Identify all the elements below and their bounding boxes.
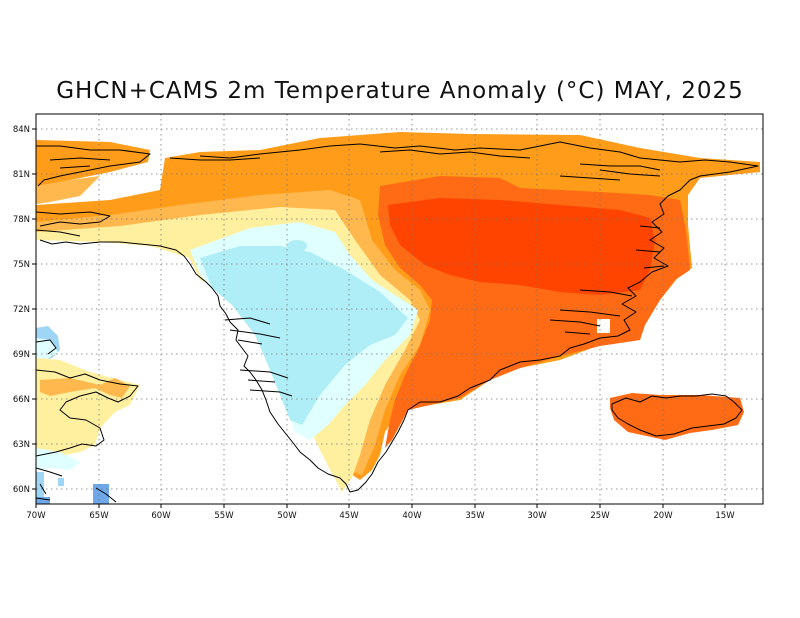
fill-lightcyan-baffin bbox=[36, 338, 58, 360]
coastline-ellesmere-south bbox=[36, 211, 111, 237]
y-tick-label: 72N bbox=[13, 305, 30, 315]
tick-marks bbox=[32, 128, 726, 508]
fill-deepred-greenland bbox=[388, 198, 655, 295]
fill-blue-patch-4 bbox=[58, 478, 64, 486]
coastline-ellesmere bbox=[36, 145, 151, 187]
anomaly-field bbox=[36, 132, 760, 504]
y-tick-label: 75N bbox=[13, 260, 30, 270]
y-tick-label: 60N bbox=[13, 485, 30, 495]
coastline-west-fjords bbox=[224, 317, 293, 397]
fill-cyan-patch bbox=[287, 240, 307, 252]
y-tick-label: 78N bbox=[13, 215, 30, 225]
fill-lightorange-ellesmere bbox=[36, 176, 100, 204]
coastline-baffin bbox=[36, 339, 139, 457]
y-tick-label: 69N bbox=[13, 350, 30, 360]
y-tick-label: 63N bbox=[13, 440, 30, 450]
fill-orange-ellesmere bbox=[36, 140, 150, 186]
coastline-east-fjords bbox=[549, 225, 665, 335]
fill-iceland bbox=[610, 393, 744, 440]
fill-lightorange-baffin bbox=[40, 378, 130, 398]
graticule bbox=[36, 114, 763, 504]
fill-cyan-greenland bbox=[200, 246, 408, 425]
x-tick-label: 20W bbox=[653, 511, 673, 521]
x-tick-label: 30W bbox=[527, 511, 547, 521]
fill-paleyellow-baffin bbox=[36, 358, 140, 456]
coastline-baffin-south bbox=[36, 467, 117, 503]
y-tick-label: 81N bbox=[13, 170, 30, 180]
coastlines bbox=[36, 141, 759, 503]
coastline-ellesmere-inner bbox=[49, 157, 261, 169]
x-tick-label: 50W bbox=[277, 511, 297, 521]
fill-blue-patch-2 bbox=[36, 497, 50, 504]
x-tick-label: 70W bbox=[26, 511, 46, 521]
y-tick-label: 66N bbox=[13, 395, 30, 405]
map-title: GHCN+CAMS 2m Temperature Anomaly (°C) MA… bbox=[56, 78, 744, 104]
x-tick-label: 40W bbox=[402, 511, 422, 521]
x-tick-label: 55W bbox=[214, 511, 234, 521]
coastline-north-fjords bbox=[379, 149, 661, 181]
x-tick-label: 65W bbox=[89, 511, 109, 521]
coastline-iceland bbox=[611, 393, 743, 437]
y-tick-labels: 84N 81N 78N 75N 72N 69N 66N 63N 60N bbox=[13, 125, 30, 495]
x-tick-labels: 70W 65W 60W 55W 50W 45W 40W 35W 30W 25W … bbox=[26, 511, 735, 521]
x-tick-label: 15W bbox=[715, 511, 735, 521]
x-tick-label: 25W bbox=[590, 511, 610, 521]
y-tick-label: 84N bbox=[13, 125, 30, 135]
x-tick-label: 35W bbox=[465, 511, 485, 521]
fill-blue-patch-1 bbox=[36, 472, 44, 498]
x-tick-label: 60W bbox=[151, 511, 171, 521]
x-tick-label: 45W bbox=[339, 511, 359, 521]
